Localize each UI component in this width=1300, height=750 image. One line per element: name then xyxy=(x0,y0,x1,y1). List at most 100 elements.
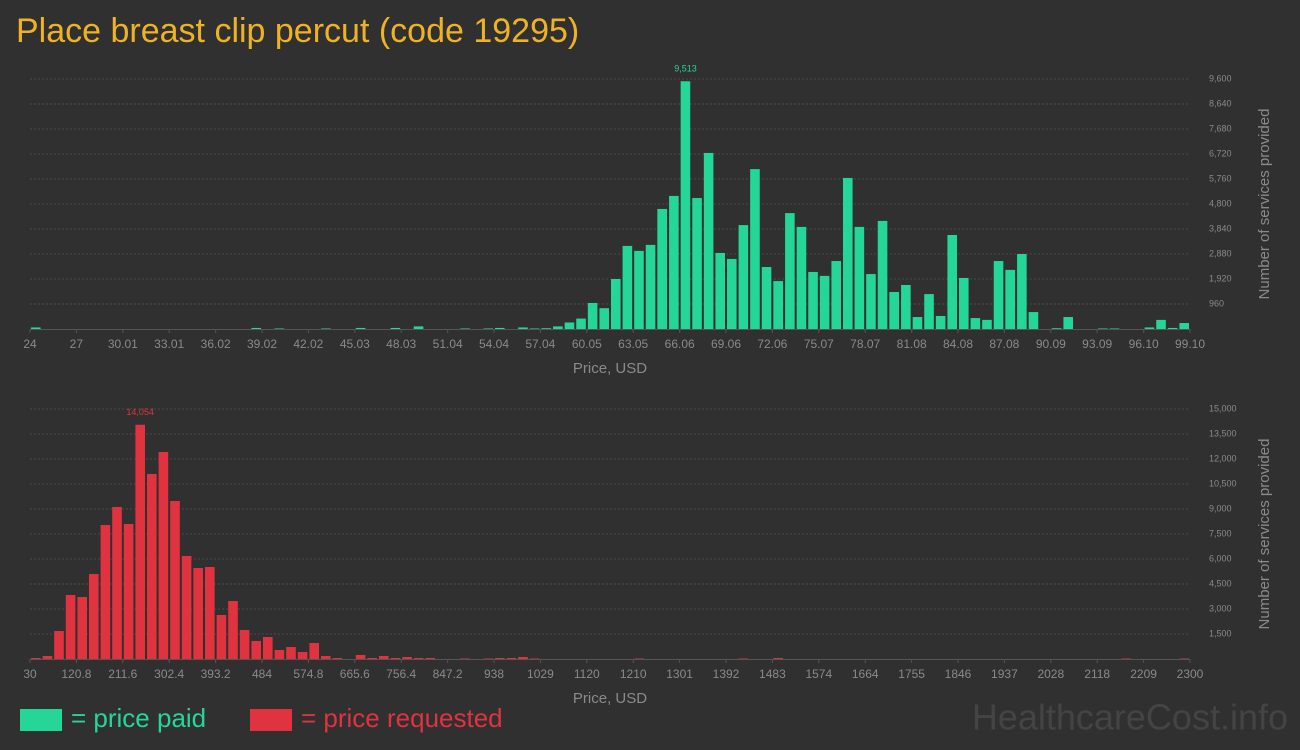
bar xyxy=(483,658,493,659)
bar xyxy=(135,424,145,659)
x-tick-label: 302.4 xyxy=(154,667,184,681)
bar xyxy=(193,568,203,659)
bar xyxy=(123,524,134,659)
x-tick-label: 69.06 xyxy=(711,337,741,351)
bar xyxy=(877,220,888,329)
bar xyxy=(379,656,389,659)
bar xyxy=(181,556,192,659)
bar xyxy=(65,595,76,659)
x-tick-label: 27 xyxy=(70,337,84,351)
bar xyxy=(750,169,760,329)
bar xyxy=(1063,317,1073,329)
bar xyxy=(31,327,41,329)
bar xyxy=(216,615,227,659)
bar xyxy=(529,658,540,659)
x-tick-label: 33.01 xyxy=(154,337,184,351)
bar xyxy=(228,601,238,659)
x-tick-label: 1483 xyxy=(759,667,786,681)
bar xyxy=(622,245,633,329)
value-label: 14,054 xyxy=(126,407,154,417)
bar xyxy=(495,658,505,659)
bar xyxy=(785,213,795,329)
x-tick-label: 99.10 xyxy=(1175,337,1205,351)
bar xyxy=(483,328,493,329)
bar xyxy=(889,292,900,329)
y-tick-label: 4,800 xyxy=(1209,198,1232,208)
bar xyxy=(947,234,957,329)
y-tick-label: 15,000 xyxy=(1209,403,1237,413)
y-tick-label: 6,720 xyxy=(1209,148,1232,158)
x-tick-label: 484 xyxy=(252,667,272,681)
bar xyxy=(1098,328,1108,329)
x-tick-label: 2300 xyxy=(1177,667,1204,681)
y-tick-label: 2,880 xyxy=(1209,248,1232,258)
bar xyxy=(263,637,273,659)
bar xyxy=(982,319,992,329)
y-tick-label: 9,600 xyxy=(1209,73,1232,83)
x-tick-label: 1120 xyxy=(574,667,600,681)
y-tick-label: 960 xyxy=(1209,298,1224,308)
legend-label: = price paid xyxy=(71,703,206,733)
bar xyxy=(239,630,250,659)
bar xyxy=(1005,269,1016,329)
bar xyxy=(773,281,784,329)
x-tick-label: 665.6 xyxy=(340,667,370,681)
bar xyxy=(692,198,702,329)
bar xyxy=(773,658,783,659)
bar xyxy=(251,327,261,329)
bar xyxy=(251,641,261,659)
bar xyxy=(413,326,424,329)
bar xyxy=(274,650,285,659)
bar xyxy=(425,658,435,659)
bar xyxy=(831,261,841,329)
bar xyxy=(332,658,343,659)
bar xyxy=(402,657,412,659)
bar xyxy=(1017,254,1027,329)
bar xyxy=(553,326,563,329)
y-tick-label: 13,500 xyxy=(1209,428,1237,438)
x-tick-label: 2209 xyxy=(1130,667,1157,681)
bar xyxy=(1121,658,1131,659)
watermark: HealthcareCost.info xyxy=(972,697,1288,738)
x-tick-label: 93.09 xyxy=(1082,337,1112,351)
bar xyxy=(959,277,969,329)
y-tick-label: 6,000 xyxy=(1209,553,1232,563)
bar xyxy=(819,275,830,329)
bar xyxy=(274,328,285,329)
bar xyxy=(309,643,319,659)
bar xyxy=(413,658,424,659)
bar xyxy=(77,597,87,659)
x-tick-label: 2028 xyxy=(1037,667,1064,681)
x-tick-label: 1574 xyxy=(805,667,832,681)
bar xyxy=(645,244,656,329)
y-tick-label: 9,000 xyxy=(1209,503,1232,513)
bar xyxy=(1156,319,1166,329)
bar xyxy=(321,328,331,329)
bar xyxy=(854,226,865,329)
x-tick-label: 63.05 xyxy=(618,337,648,351)
bar xyxy=(1109,328,1120,329)
bar xyxy=(576,318,586,329)
x-tick-label: 39.02 xyxy=(247,337,277,351)
x-tick-label: 60.05 xyxy=(572,337,602,351)
x-tick-label: 84.08 xyxy=(943,337,973,351)
legend-swatch xyxy=(250,709,292,731)
x-tick-label: 42.02 xyxy=(293,337,323,351)
bar xyxy=(669,195,679,329)
x-tick-label: 75.07 xyxy=(804,337,834,351)
bar xyxy=(611,279,621,329)
y-tick-label: 7,680 xyxy=(1209,123,1232,133)
x-tick-label: 87.08 xyxy=(989,337,1019,351)
bar xyxy=(321,656,331,659)
bar xyxy=(541,328,552,329)
bar xyxy=(738,225,749,329)
bar xyxy=(31,658,41,659)
bar xyxy=(367,658,377,659)
x-tick-label: 574.8 xyxy=(293,667,323,681)
bar xyxy=(518,327,528,329)
x-tick-label: 48.03 xyxy=(386,337,416,351)
legend-label: = price requested xyxy=(301,703,503,733)
y-tick-label: 5,760 xyxy=(1209,173,1232,183)
y-tick-label: 12,000 xyxy=(1209,453,1237,463)
